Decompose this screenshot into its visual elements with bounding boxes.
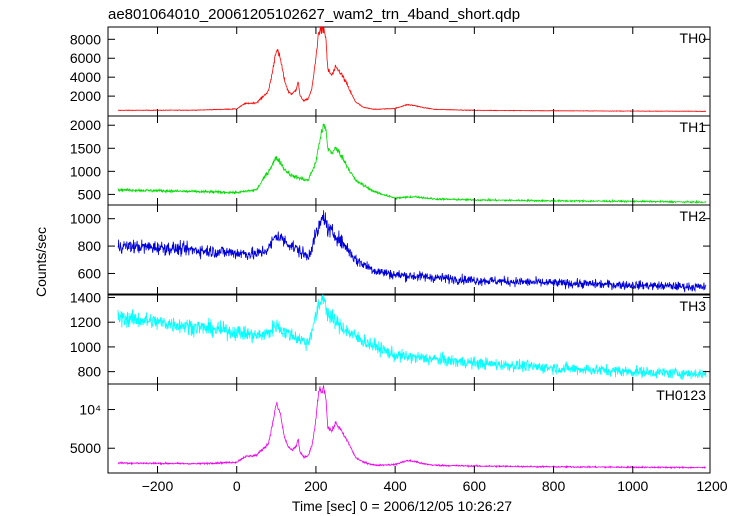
x-tick-label: −200 <box>142 478 174 494</box>
series-line-th2 <box>117 210 707 293</box>
panel-th0: 2000 4000 6000 8000 TH0 <box>70 25 711 117</box>
y-tick-label: 800 <box>78 364 102 380</box>
y-tick-label: 6000 <box>70 50 101 66</box>
series-line-th0123 <box>117 385 706 470</box>
y-tick-label: 600 <box>78 265 102 281</box>
x-tick-label: 800 <box>542 478 566 494</box>
y-tick-label: 800 <box>78 238 102 254</box>
y-tick-label: 1500 <box>70 140 101 156</box>
series-line-th1 <box>117 123 707 205</box>
x-axis-label: Time [sec] 0 = 2006/12/05 10:26:27 <box>292 498 512 514</box>
panel-frame <box>107 383 711 474</box>
y-tick-label: 8000 <box>70 31 101 47</box>
series-line-th0 <box>117 25 707 113</box>
y-tick-label: 10⁴ <box>79 402 101 418</box>
panel-label: TH1 <box>680 119 707 135</box>
panel-label: TH3 <box>680 298 707 314</box>
x-tick-label: 0 <box>233 478 241 494</box>
y-tick-label: 5000 <box>70 440 101 456</box>
x-tick-label: 1200 <box>696 478 727 494</box>
figure-title: ae801064010_20061205102627_wam2_trn_4ban… <box>108 6 520 23</box>
y-tick-label: 1000 <box>70 339 101 355</box>
panel-th1: 500 1000 1500 2000 TH1 <box>70 115 711 206</box>
panel-th3: 800 1000 1200 1400 TH3 <box>70 289 711 385</box>
y-tick-label: 2000 <box>70 88 101 104</box>
x-tick-label: 1000 <box>617 478 648 494</box>
y-tick-label: 500 <box>78 186 102 202</box>
panel-th0123: 5000 10⁴ TH0123 <box>70 383 711 474</box>
y-tick-label: 1000 <box>70 211 101 227</box>
panel-label: TH2 <box>680 208 707 224</box>
panel-label: TH0 <box>680 30 707 46</box>
x-tick-label: 200 <box>304 478 328 494</box>
y-axis-label: Counts/sec <box>33 227 49 297</box>
y-tick-label: 1200 <box>70 314 101 330</box>
series-line-th3 <box>117 294 707 381</box>
panel-label: TH0123 <box>656 387 706 403</box>
y-tick-label: 1400 <box>70 289 101 305</box>
panel-frame <box>107 26 711 117</box>
y-tick-label: 2000 <box>70 117 101 133</box>
x-tick-label: 400 <box>383 478 407 494</box>
panel-frame <box>107 204 711 295</box>
y-tick-label: 4000 <box>70 69 101 85</box>
panel-th2: 600 800 1000 TH2 <box>70 204 711 295</box>
x-tick-label: 600 <box>463 478 487 494</box>
y-tick-label: 1000 <box>70 163 101 179</box>
x-axis: −200 0 200 400 600 800 1000 1200 <box>142 478 728 494</box>
